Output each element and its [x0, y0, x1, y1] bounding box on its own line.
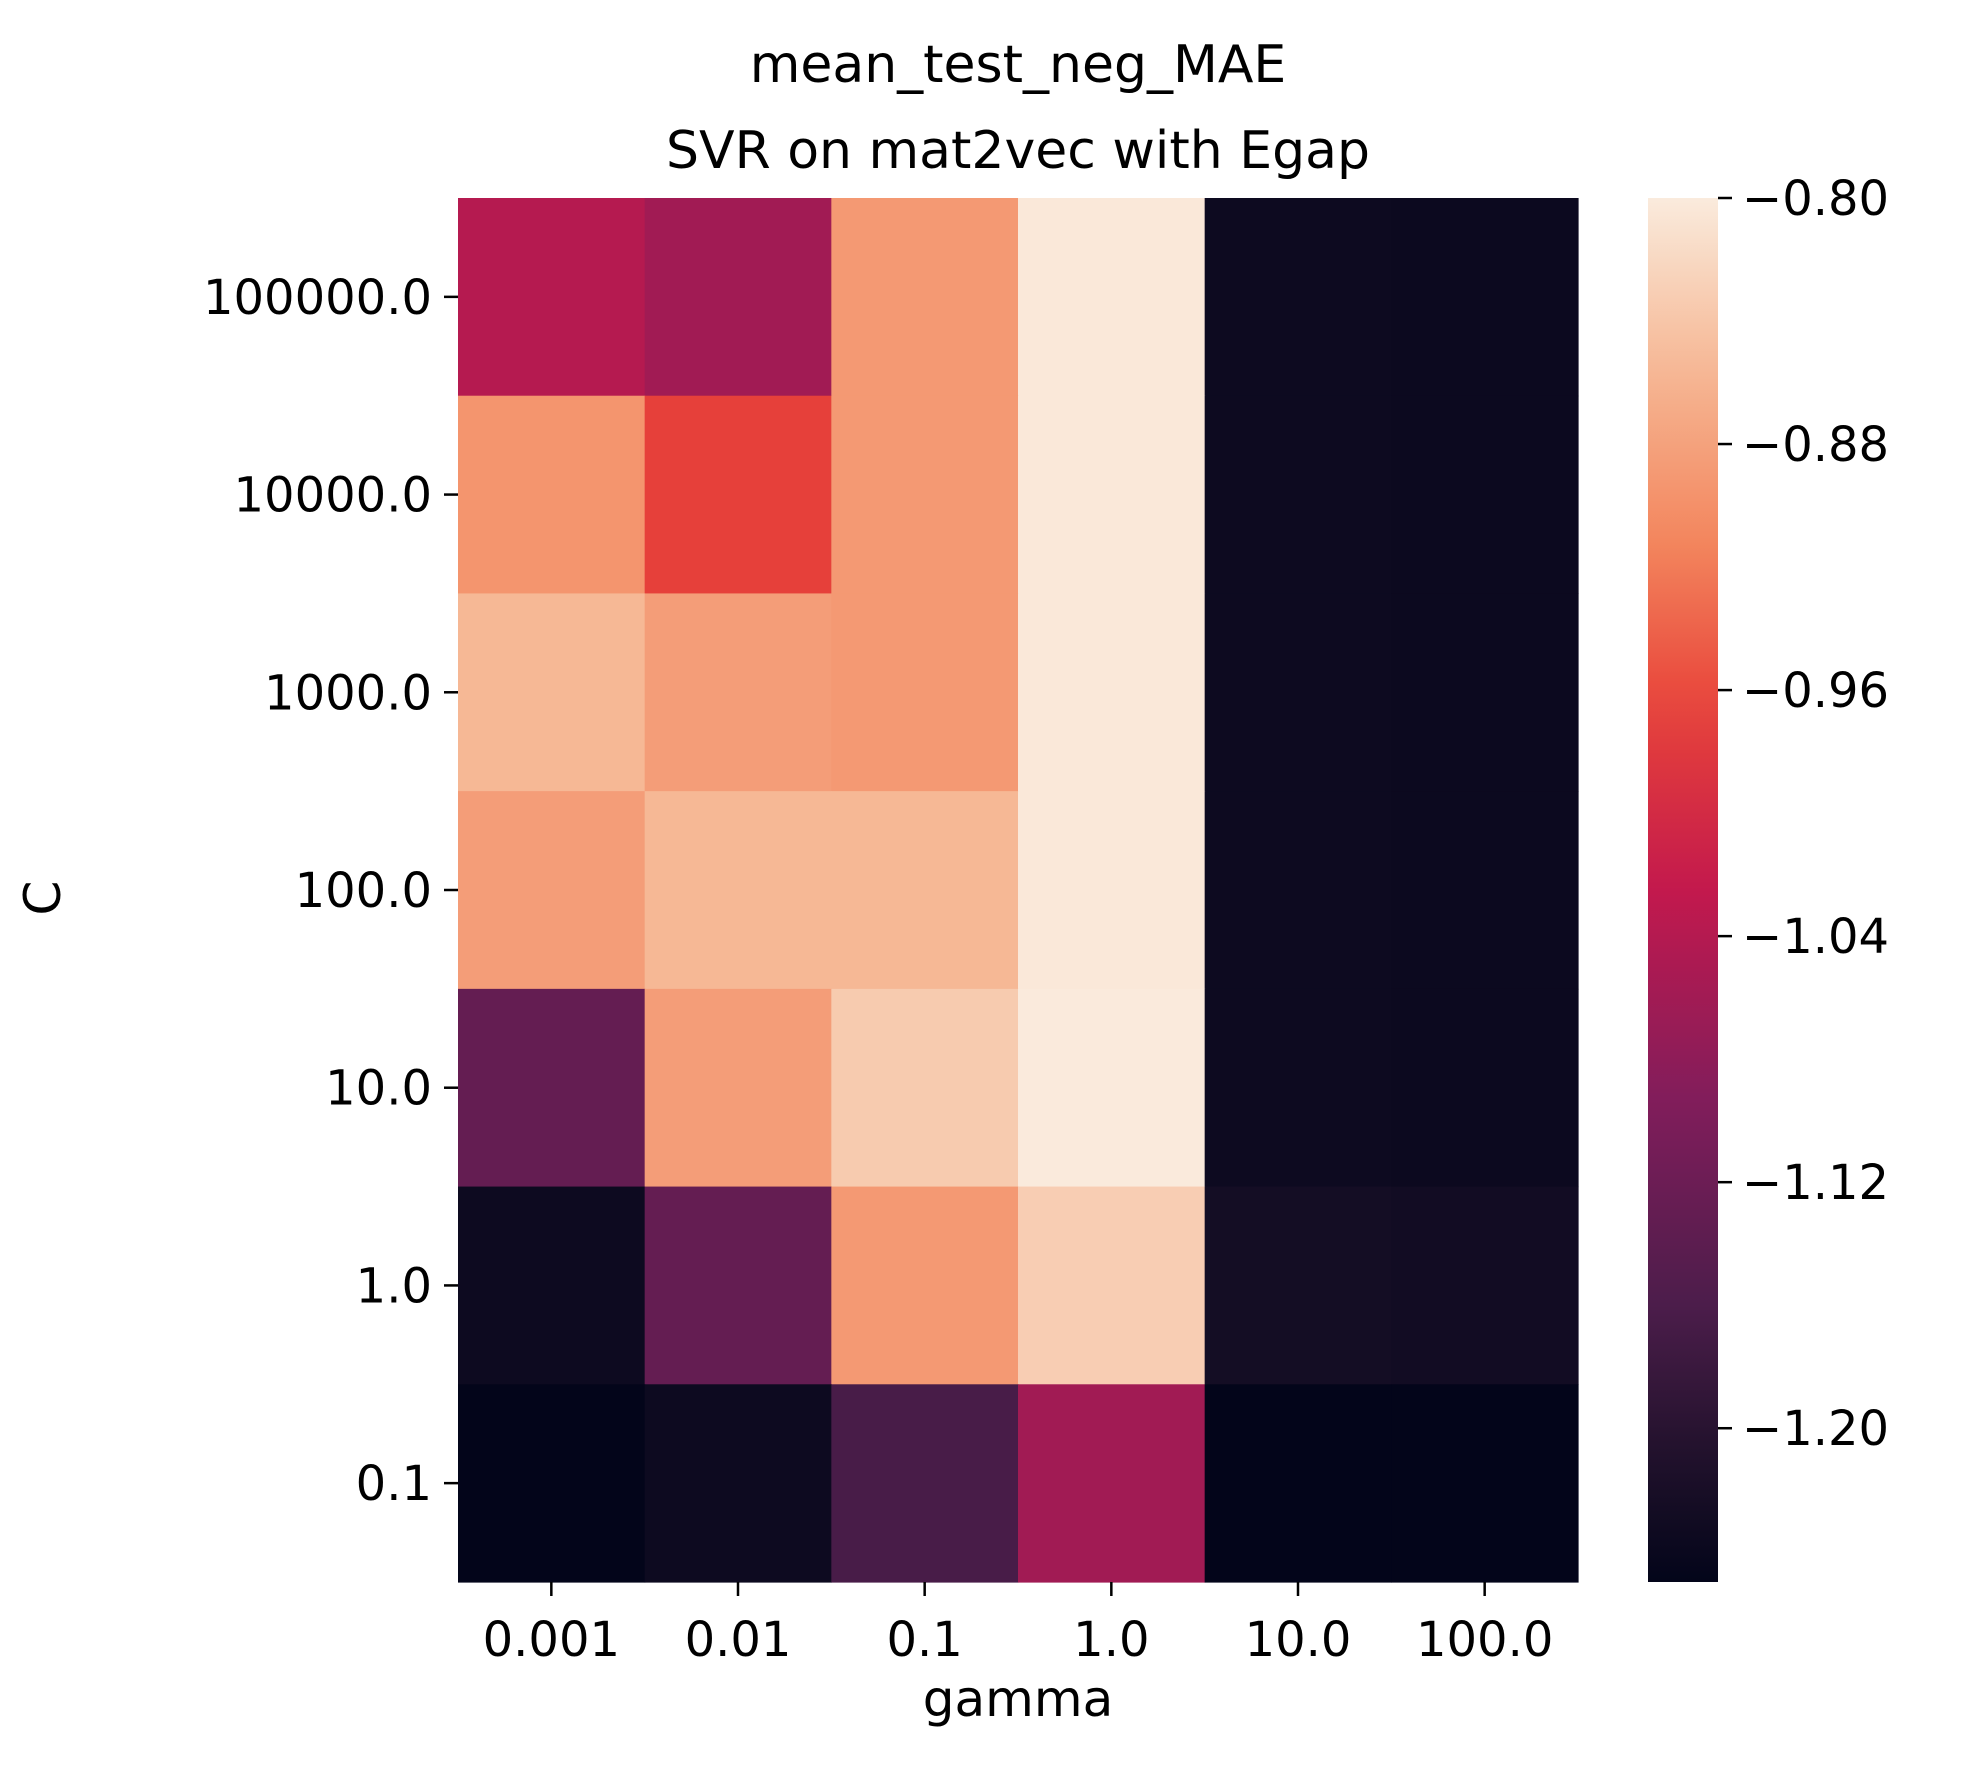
y-tick-label: 100.0: [295, 863, 432, 919]
y-tick-label: 10.0: [325, 1061, 432, 1117]
heatmap-cell: [831, 791, 1019, 990]
y-axis-label: C: [14, 881, 72, 916]
heatmap-cell: [1204, 988, 1392, 1188]
heatmap-cell: [1204, 593, 1392, 792]
heatmap-cell: [1018, 198, 1206, 397]
y-axis-ticks: 100000.0 10000.0 1000.0 100.0 10.0 1.0 0.1: [203, 270, 458, 1512]
heatmap-cell: [458, 791, 646, 990]
x-axis-ticks: 0.001 0.01 0.1 1.0 10.0 100.0: [483, 1582, 1553, 1668]
colorbar-tick-label: −0.80: [1742, 171, 1889, 227]
heatmap-cell: [1204, 791, 1392, 990]
heatmap-cell: [458, 1186, 646, 1385]
chart-title-line-2: SVR on mat2vec with Egap: [666, 121, 1370, 181]
heatmap-cell: [458, 198, 646, 397]
heatmap-cell: [1204, 1384, 1392, 1583]
x-tick-label: 100.0: [1416, 1612, 1553, 1668]
x-tick-label: 0.01: [685, 1612, 792, 1668]
heatmap-cell: [831, 395, 1019, 595]
heatmap-cell: [831, 1384, 1019, 1583]
heatmap-cell: [644, 395, 832, 595]
heatmap-cell: [1391, 395, 1579, 595]
heatmap-cell: [644, 791, 832, 990]
heatmap-cell: [1391, 988, 1579, 1188]
heatmap-cell: [458, 988, 646, 1188]
heatmap-cell: [458, 1384, 646, 1583]
colorbar-tick-label: −1.20: [1742, 1401, 1889, 1457]
heatmap-cell: [1391, 593, 1579, 792]
chart-title: mean_test_neg_MAE SVR on mat2vec with Eg…: [666, 35, 1370, 181]
x-axis-label: gamma: [923, 1670, 1113, 1728]
heatmap-cell: [1204, 395, 1392, 595]
y-tick-label: 0.1: [356, 1456, 432, 1512]
heatmap-cell: [1391, 791, 1579, 990]
chart-title-line-1: mean_test_neg_MAE: [750, 35, 1287, 95]
heatmap-cell: [1018, 593, 1206, 792]
heatmap-cell: [1204, 1186, 1392, 1385]
heatmap-cell: [1018, 1384, 1206, 1583]
heatmap-cell: [458, 593, 646, 792]
heatmap-cell: [644, 1384, 832, 1583]
colorbar-tick-label: −1.04: [1742, 909, 1889, 965]
x-tick-label: 0.1: [886, 1612, 962, 1668]
colorbar-tick-label: −0.88: [1742, 417, 1889, 473]
colorbar-tick-label: −0.96: [1742, 663, 1889, 719]
colorbar-tick-label: −1.12: [1742, 1155, 1889, 1211]
x-tick-label: 0.001: [483, 1612, 620, 1668]
colorbar-ticks: −0.80 −0.88 −0.96 −1.04 −1.12 −1.20: [1718, 171, 1889, 1457]
heatmap-cell: [1018, 791, 1206, 990]
x-tick-label: 1.0: [1073, 1612, 1149, 1668]
heatmap-cells: [458, 198, 1579, 1583]
heatmap-cell: [831, 988, 1019, 1188]
heatmap-cell: [644, 198, 832, 397]
y-tick-label: 1000.0: [264, 665, 432, 721]
heatmap-cell: [1391, 198, 1579, 397]
heatmap-cell: [1018, 395, 1206, 595]
y-tick-label: 1.0: [356, 1258, 432, 1314]
x-tick-label: 10.0: [1245, 1612, 1352, 1668]
heatmap-cell: [831, 593, 1019, 792]
heatmap-cell: [1391, 1384, 1579, 1583]
colorbar: [1648, 198, 1718, 1582]
heatmap-cell: [458, 395, 646, 595]
heatmap-cell: [644, 1186, 832, 1385]
heatmap-cell: [831, 1186, 1019, 1385]
heatmap-cell: [644, 593, 832, 792]
heatmap-cell: [831, 198, 1019, 397]
y-tick-label: 100000.0: [203, 270, 432, 326]
y-tick-label: 10000.0: [234, 468, 433, 524]
heatmap-cell: [1391, 1186, 1579, 1385]
heatmap-cell: [1018, 988, 1206, 1188]
heatmap-cell: [644, 988, 832, 1188]
heatmap-cell: [1018, 1186, 1206, 1385]
heatmap-cell: [1204, 198, 1392, 397]
